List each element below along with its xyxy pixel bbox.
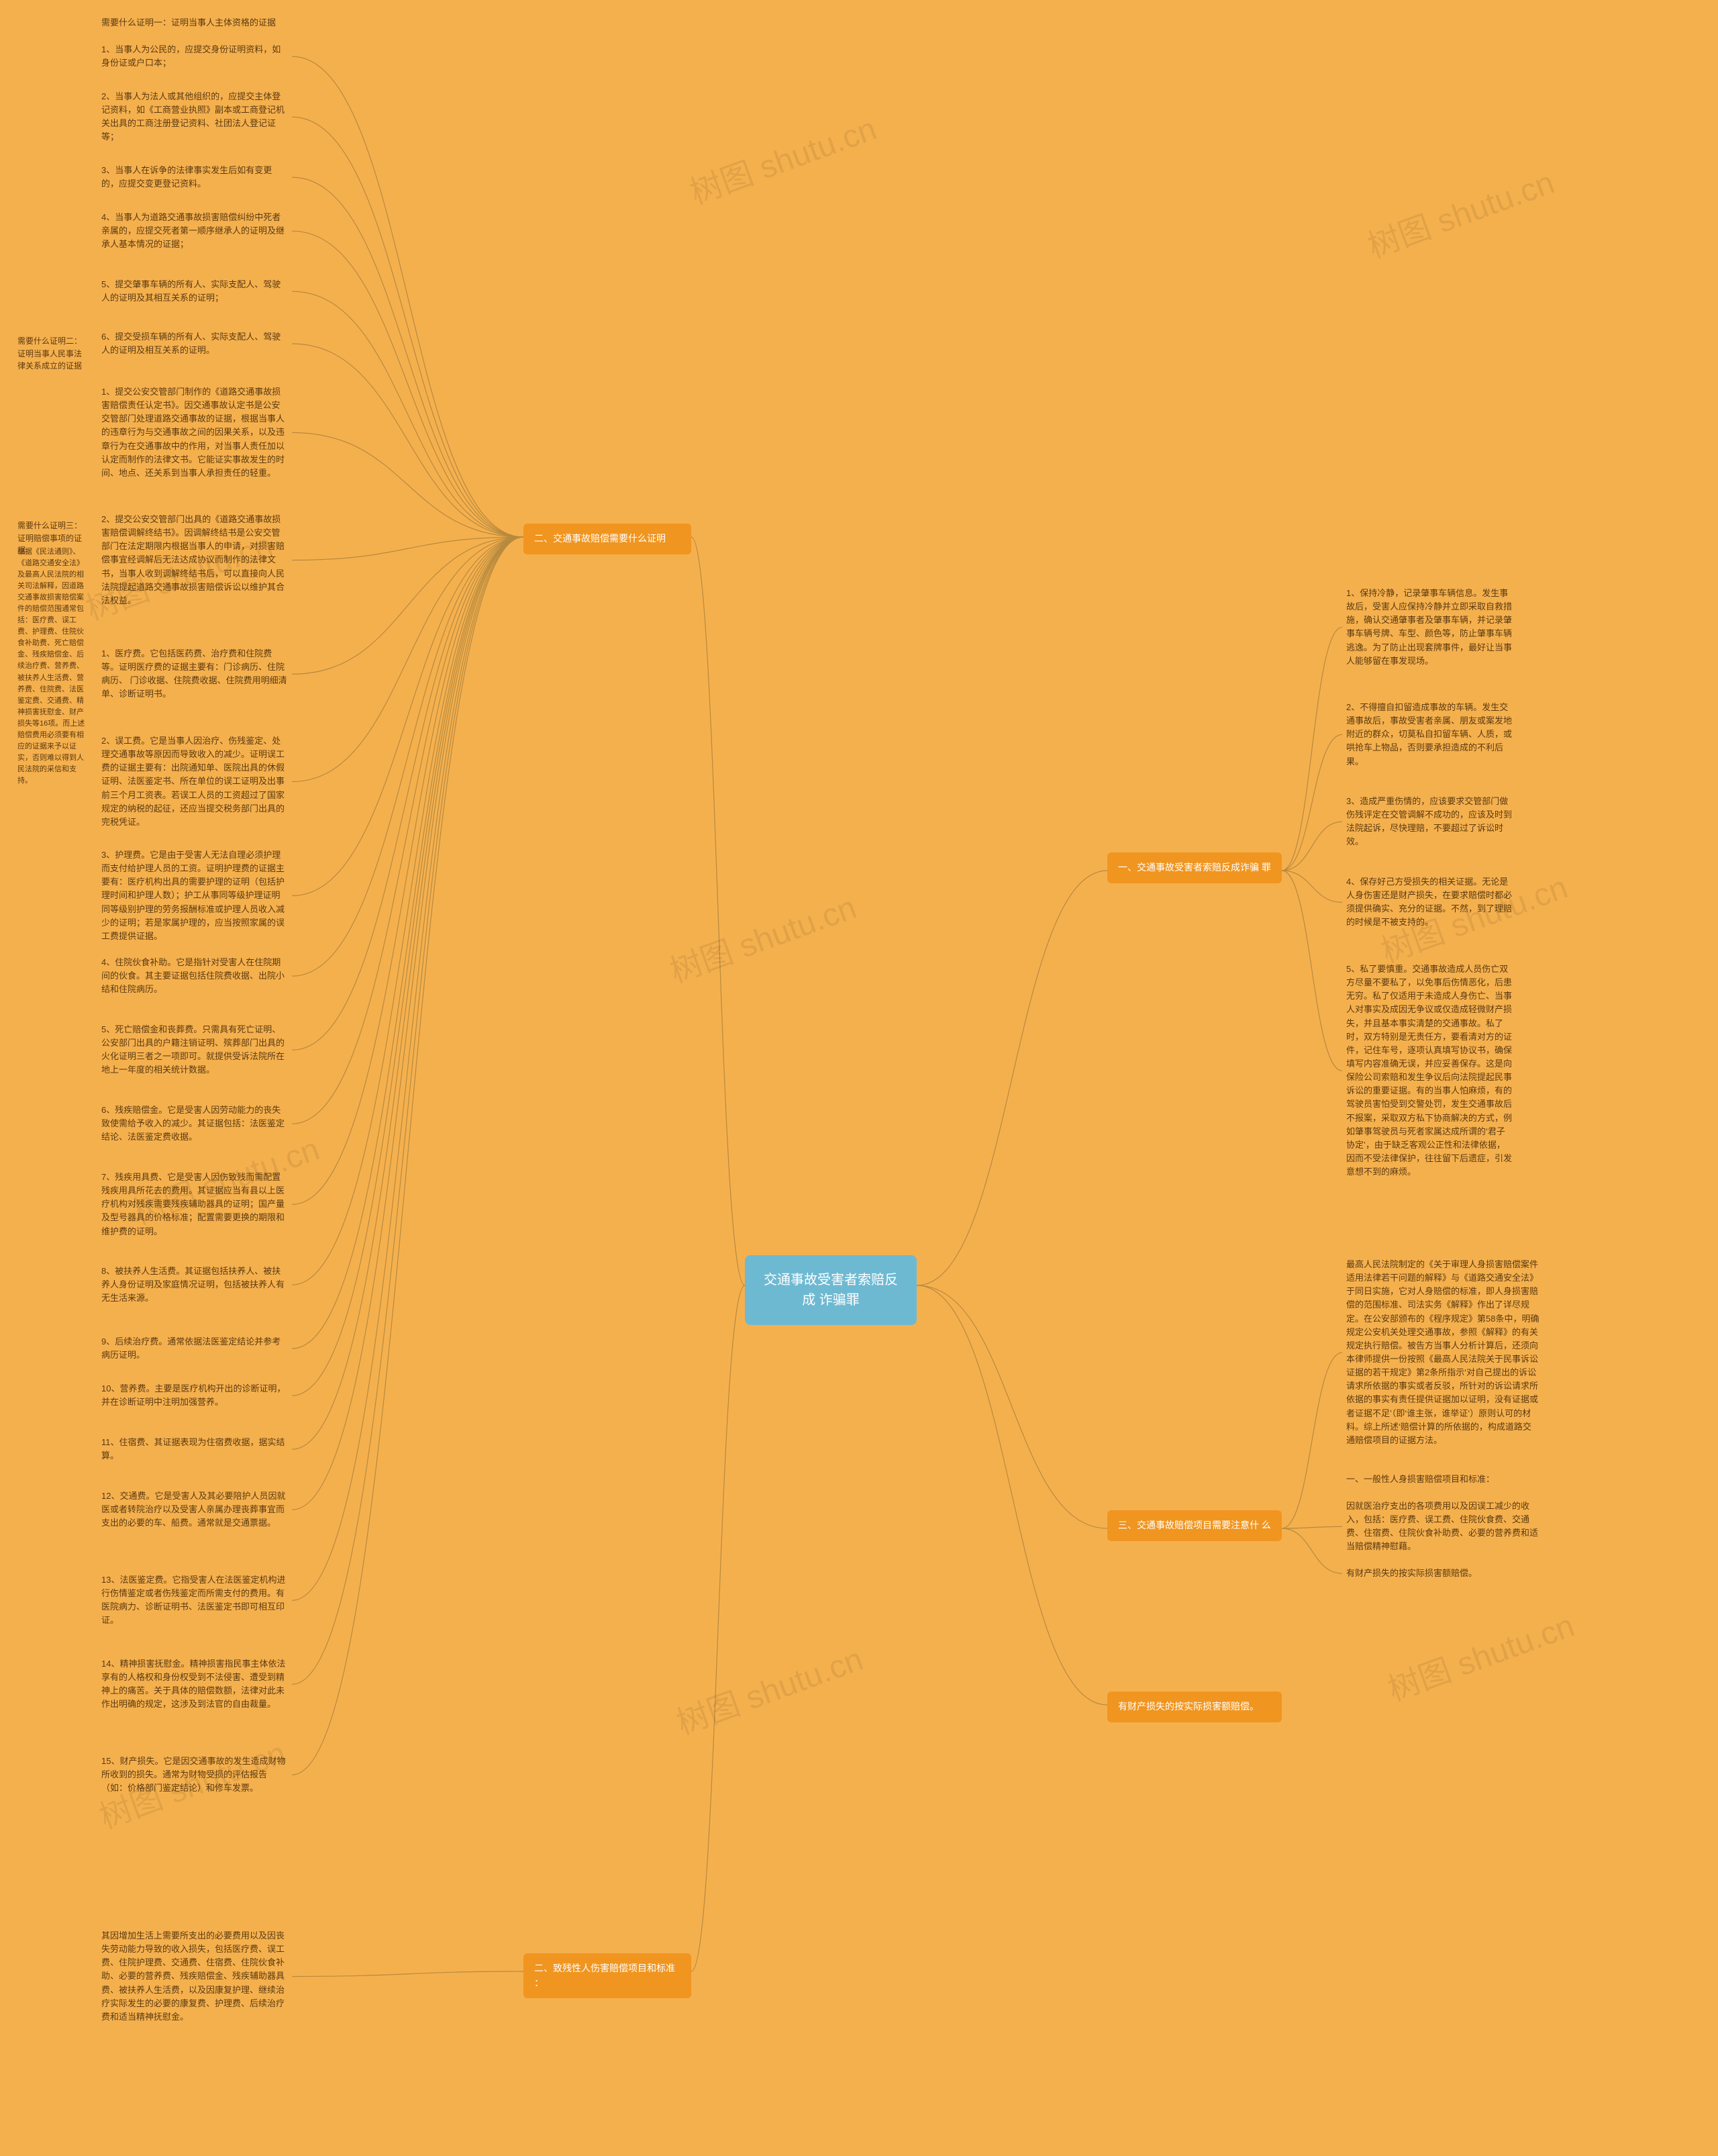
leaf-header-n3b: 一、一般性人身损害赔偿项目和标准： bbox=[1342, 1470, 1544, 1489]
leaf-n2c2: 2、误工费。它是当事人因治疗、伤残鉴定、处理交通事故等原因而导致收入的减少。证明… bbox=[97, 732, 292, 832]
leaf-n2a3: 3、当事人在诉争的法律事实发生后如有变更的，应提交变更登记资料。 bbox=[97, 161, 292, 193]
leaf-n2c5: 5、死亡赔偿金和丧葬费。只需具有死亡证明、公安部门出具的户籍注销证明、殡葬部门出… bbox=[97, 1020, 292, 1080]
level1-n3: 三、交通事故赔偿项目需要注意什 么 bbox=[1107, 1510, 1282, 1541]
watermark: 树图 shutu.cn bbox=[669, 1632, 868, 1743]
leaf-n2c10: 10、营养费。主要是医疗机构开出的诊断证明，并在诊断证明中注明加强营养。 bbox=[97, 1379, 292, 1412]
watermark: 树图 shutu.cn bbox=[683, 102, 882, 213]
leaf-n3b: 因就医治疗支出的各项费用以及因误工减少的收入，包括：医疗费、误工费、住院伙食费、… bbox=[1342, 1497, 1544, 1557]
leaf-n3c: 有财产损失的按实际损害额赔偿。 bbox=[1342, 1564, 1544, 1583]
group-header-h2: 需要什么证明二：证明当事人民事法律关系成立的证据 bbox=[13, 332, 93, 375]
leaf-n1e: 5、私了要慎重。交通事故造成人员伤亡双方尽量不要私了，以免事后伤情恶化，后患无穷… bbox=[1342, 960, 1517, 1181]
leaf-n2a5: 5、提交肇事车辆的所有人、实际支配人、驾驶人的证明及其相互关系的证明； bbox=[97, 275, 292, 307]
leaf-n2b3: 2、提交公安交管部门出具的《道路交通事故损害赔偿调解终结书》。因调解终结书是公安… bbox=[97, 510, 292, 610]
watermark: 树图 shutu.cn bbox=[1360, 156, 1560, 266]
leaf-n2c6: 6、残疾赔偿金。它是受害人因劳动能力的丧失致使需给予收入的减少。其证据包括：法医… bbox=[97, 1101, 292, 1146]
leaf-n2c14: 14、精神损害抚慰金。精神损害指民事主体依法享有的人格权和身份权受到不法侵害、遭… bbox=[97, 1655, 292, 1714]
level1-n2: 二、交通事故赔偿需要什么证明 bbox=[523, 524, 691, 554]
leaf-n2c8: 8、被扶养人生活费。其证据包括扶养人、被扶养人身份证明及家庭情况证明，包括被扶养… bbox=[97, 1262, 292, 1308]
leaf-n2a4: 4、当事人为道路交通事故损害赔偿纠纷中死者亲属的，应提交死者第一顺序继承人的证明… bbox=[97, 208, 292, 254]
group-intro-h3i: 根据《民法通则》、《道路交通安全法》及最高人民法院的相关司法解释，因道路交通事故… bbox=[13, 544, 94, 789]
watermark: 树图 shutu.cn bbox=[1380, 1599, 1580, 1710]
leaf-n1c: 3、造成严重伤情的，应该要求交管部门做伤残评定在交管调解不成功的，应该及时到法院… bbox=[1342, 792, 1517, 852]
group-header-h1: 需要什么证明一：证明当事人主体资格的证据 bbox=[97, 13, 292, 32]
watermark: 树图 shutu.cn bbox=[662, 881, 862, 991]
leaf-n3a: 最高人民法院制定的《关于审理人身损害赔偿案件适用法律若干问题的解释》与《道路交通… bbox=[1342, 1255, 1544, 1450]
leaf-n2c1: 1、医疗费。它包括医药费、治疗费和住院费等。证明医疗费的证据主要有：门诊病历、住… bbox=[97, 644, 292, 704]
leaf-n2c3: 3、护理费。它是由于受害人无法自理必须护理而支付给护理人员的工资。证明护理费的证… bbox=[97, 846, 292, 946]
leaf-n2c13: 13、法医鉴定费。它指受害人在法医鉴定机构进行伤情鉴定或者伤残鉴定而所需支付的费… bbox=[97, 1571, 292, 1630]
leaf-n2c11: 11、住宿费、其证据表现为住宿费收据，据实结算。 bbox=[97, 1433, 292, 1465]
leaf-n1b: 2、不得擅自扣留造成事故的车辆。发生交通事故后，事故受害者亲属、朋友或案发地附近… bbox=[1342, 698, 1517, 771]
leaf-n2c9: 9、后续治疗费。通常依据法医鉴定结论并参考病历证明。 bbox=[97, 1332, 292, 1365]
leaf-n1a: 1、保持冷静，记录肇事车辆信息。发生事故后，受害人应保持冷静并立即采取自救措施，… bbox=[1342, 584, 1517, 671]
level1-n4: 有财产损失的按实际损害额赔偿。 bbox=[1107, 1692, 1282, 1722]
level1-n5: 二、致残性人伤害赔偿项目和标准 ： bbox=[523, 1953, 691, 1998]
leaf-n2c7: 7、残疾用具费、它是受害人因伤致残而需配置残疾用具所花去的费用。其证据应当有县以… bbox=[97, 1168, 292, 1241]
level1-n1: 一、交通事故受害者索赔反成诈骗 罪 bbox=[1107, 852, 1282, 883]
mindmap-root: 交通事故受害者索赔反成 诈骗罪 bbox=[745, 1255, 917, 1325]
leaf-n2c4: 4、住院伙食补助。它是指针对受害人在住院期间的伙食。其主要证据包括住院费收据、出… bbox=[97, 953, 292, 999]
root-title: 交通事故受害者索赔反成 诈骗罪 bbox=[764, 1273, 898, 1308]
leaf-n2a1: 1、当事人为公民的，应提交身份证明资料，如身份证或户口本； bbox=[97, 40, 292, 72]
leaf-n5a: 其因增加生活上需要所支出的必要费用以及因丧失劳动能力导致的收入损失，包括医疗费、… bbox=[97, 1926, 292, 2026]
leaf-n2b1: 6、提交受损车辆的所有人、实际支配人、驾驶人的证明及相互关系的证明。 bbox=[97, 328, 292, 360]
leaf-n2c12: 12、交通费。它是受害人及其必要陪护人员因就医或者转院治疗以及受害人亲属办理丧葬… bbox=[97, 1487, 292, 1532]
leaf-n2c15: 15、财产损失。它是因交通事故的发生造成财物所收到的损失。通常为财物受损的评估报… bbox=[97, 1752, 292, 1798]
leaf-n1d: 4、保存好己方受损失的相关证据。无论是人身伤害还是财产损失，在要求赔偿时都必须提… bbox=[1342, 873, 1517, 932]
leaf-n2b2: 1、提交公安交管部门制作的《道路交通事故损害赔偿责任认定书》。因交通事故认定书是… bbox=[97, 383, 292, 483]
leaf-n2a2: 2、当事人为法人或其他组织的，应提交主体登记资料，如《工商营业执照》副本或工商登… bbox=[97, 87, 292, 147]
